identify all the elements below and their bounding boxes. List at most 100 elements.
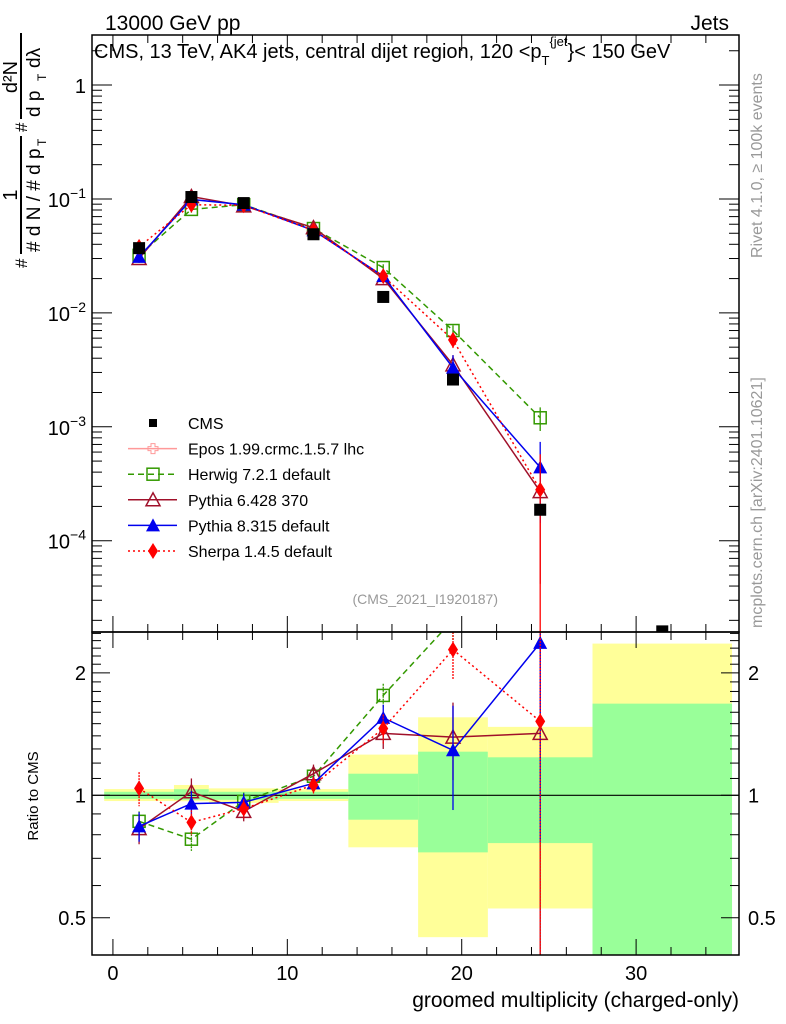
mcplots-credit: mcplots.cern.ch [arXiv:2401.10621] <box>749 377 766 628</box>
series-line-herwig-1 <box>138 203 541 419</box>
legend-label: CMS <box>188 416 224 433</box>
ratio-point-sherpa-4 <box>238 800 249 817</box>
data-point-cms <box>185 191 198 204</box>
ratio-tick-label: 2 <box>75 663 86 685</box>
data-point-sherpa-4 <box>447 331 458 348</box>
data-point-cms <box>237 197 250 210</box>
legend-marker <box>146 467 160 481</box>
ratio-point-pythia-3 <box>376 710 391 724</box>
ratio-point-pythia-3 <box>184 796 199 810</box>
legend-entry: Epos 1.99.crmc.1.5.7 lhc <box>128 442 364 459</box>
legend-marker <box>144 491 162 507</box>
data-point-cms <box>133 242 146 255</box>
ylabel-num2: d²N <box>0 61 22 93</box>
legend-label: Pythia 8.315 default <box>188 518 330 535</box>
rivet-version: Rivet 4.1.0, ≥ 100k events <box>749 73 766 258</box>
main-plot-marks <box>130 187 669 632</box>
legend-entry: Sherpa 1.4.5 default <box>128 543 333 561</box>
ylabel-hash: # <box>12 258 31 268</box>
ratio-point-herwig-1 <box>376 688 390 703</box>
x-tick-label: 10 <box>276 963 298 985</box>
data-point-cms <box>446 373 459 386</box>
legend-label: Herwig 7.2.1 default <box>188 467 331 484</box>
y-tick-exponent: −3 <box>70 413 86 429</box>
ylabel-lambda: dλ <box>24 47 45 68</box>
data-point-pythia-3 <box>132 249 147 263</box>
title-superscript: {jet <box>549 34 567 49</box>
ratio-plot-frame <box>91 631 740 956</box>
title-main: CMS, 13 TeV, AK4 jets, central dijet reg… <box>94 41 542 63</box>
ratio-tick-label: 1 <box>748 785 759 807</box>
y-tick-base: 1 <box>75 76 86 98</box>
legend-entry: Pythia 8.315 default <box>128 518 330 535</box>
x-tick-label: 30 <box>625 963 647 985</box>
y-tick-label: 10−3 <box>48 413 86 440</box>
title-subscript: T <box>542 53 550 68</box>
ratio-point-pythia-3 <box>445 743 460 757</box>
ratio-point-sherpa-4 <box>447 641 458 658</box>
y-tick-label: 10−1 <box>48 185 86 212</box>
ratio-point-sherpa-4 <box>186 814 197 831</box>
legend-entry: CMS <box>149 416 224 433</box>
y-tick-exponent: −1 <box>70 185 86 201</box>
ratio-plot-marks <box>130 632 549 955</box>
y-tick-base: 10 <box>48 304 70 326</box>
ratio-tick-label: 0.5 <box>58 908 86 930</box>
header-left: 13000 GeV pp <box>105 12 240 35</box>
ylabel-hash2: # <box>12 122 31 132</box>
legend: CMS Epos 1.99.crmc.1.5.7 lhc Herwig 7.2.1 … <box>128 416 364 561</box>
x-tick-label: 0 <box>107 963 118 985</box>
ylabel-num1: 1 <box>0 189 22 200</box>
ratio-point-sherpa-4 <box>308 777 319 794</box>
plot-title: CMS, 13 TeV, AK4 jets, central dijet reg… <box>94 34 671 68</box>
y-tick-base: 10 <box>48 418 70 440</box>
main-plot-frame <box>91 34 740 633</box>
y-tick-base: 10 <box>48 190 70 212</box>
band-green <box>592 703 733 955</box>
x-axis-label: groomed multiplicity (charged-only) <box>412 989 739 1012</box>
band-green <box>348 773 419 820</box>
ratio-tick-label: 1 <box>75 785 86 807</box>
ratio-point-sherpa-4 <box>378 720 389 737</box>
legend-label: Epos 1.99.crmc.1.5.7 lhc <box>188 442 364 459</box>
y-tick-label: 1 <box>75 76 86 98</box>
y-tick-base: 10 <box>48 532 70 554</box>
ylabel-sub2: T <box>35 73 49 81</box>
data-point-cms <box>656 625 669 632</box>
header-right: Jets <box>690 12 729 35</box>
y-tick-exponent: −2 <box>70 299 86 315</box>
ratio-tick-label: 0.5 <box>748 908 776 930</box>
legend-marker <box>148 543 158 559</box>
data-point-pythia-3 <box>445 360 460 374</box>
ratio-tick-label: 2 <box>748 663 759 685</box>
analysis-id: (CMS_2021_I1920187) <box>352 591 498 607</box>
ratio-point-sherpa-4 <box>134 780 145 797</box>
data-point-cms <box>307 228 320 241</box>
legend-marker <box>146 518 160 532</box>
legend-label: Pythia 6.428 370 <box>188 493 308 510</box>
legend-entry: Pythia 6.428 370 <box>128 491 308 510</box>
ratio-axis-label: Ratio to CMS <box>25 751 42 840</box>
legend-label: Sherpa 1.4.5 default <box>188 544 333 561</box>
data-point-sherpa-4 <box>378 268 389 285</box>
ratio-uncertainty-bands <box>92 643 739 955</box>
ylabel-den2: d p <box>24 91 45 117</box>
y-axis-label: # 1 # d N / # d p T # d²N d p T dλ <box>0 33 49 268</box>
y-tick-label: 10−2 <box>48 299 86 326</box>
y-tick-label: 10−4 <box>48 527 86 554</box>
ratio-point-sherpa-4 <box>535 713 546 730</box>
title-end: }< 150 GeV <box>568 41 672 63</box>
data-point-cms <box>534 503 547 516</box>
ratio-point-pythia-3 <box>132 819 147 833</box>
x-tick-label: 20 <box>451 963 473 985</box>
axes-ticks <box>92 35 739 955</box>
data-point-herwig-1 <box>533 411 547 425</box>
legend-entry: Herwig 7.2.1 default <box>128 467 331 484</box>
legend-marker <box>147 443 159 455</box>
legend-marker <box>149 419 157 427</box>
data-point-cms <box>377 290 390 303</box>
ylabel-den1: # d N / # d p <box>24 148 45 252</box>
data-point-sherpa-4 <box>535 481 546 498</box>
